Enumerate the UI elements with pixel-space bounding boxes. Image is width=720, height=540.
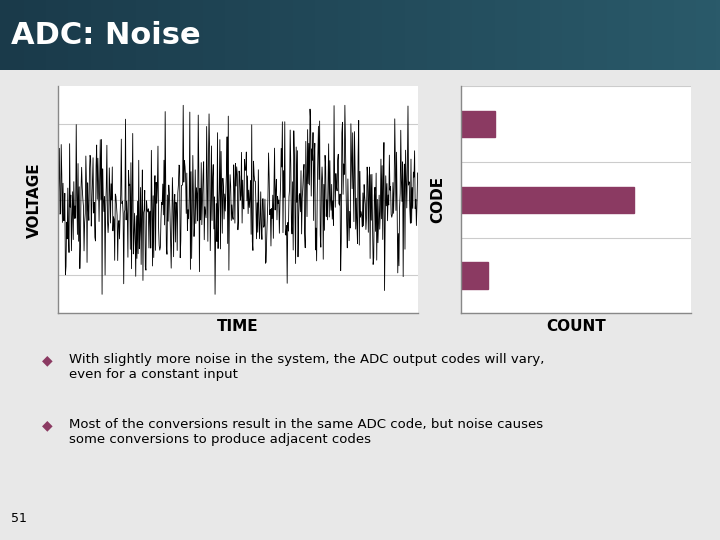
Bar bbox=[461, 111, 495, 138]
Text: 51: 51 bbox=[11, 512, 27, 525]
Text: ◆: ◆ bbox=[42, 418, 53, 432]
Y-axis label: CODE: CODE bbox=[431, 176, 446, 224]
X-axis label: TIME: TIME bbox=[217, 319, 258, 334]
Bar bbox=[461, 262, 488, 288]
Text: ◆: ◆ bbox=[42, 353, 53, 367]
Bar bbox=[461, 187, 634, 213]
Text: Most of the conversions result in the same ADC code, but noise causes
some conve: Most of the conversions result in the sa… bbox=[69, 418, 544, 446]
Y-axis label: VOLTAGE: VOLTAGE bbox=[27, 162, 42, 238]
Text: With slightly more noise in the system, the ADC output codes will vary,
even for: With slightly more noise in the system, … bbox=[69, 353, 545, 381]
X-axis label: COUNT: COUNT bbox=[546, 319, 606, 334]
Text: ADC: Noise: ADC: Noise bbox=[11, 21, 200, 50]
